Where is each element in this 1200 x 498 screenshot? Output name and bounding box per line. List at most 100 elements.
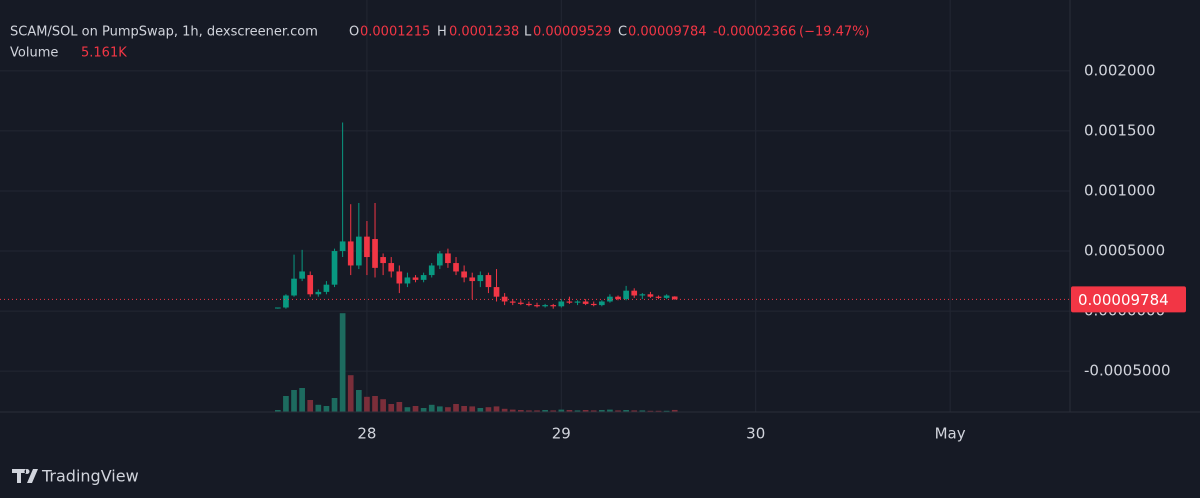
volume-bar xyxy=(477,408,484,412)
volume-bar xyxy=(526,410,532,412)
legend: SCAM/SOL on PumpSwap, 1h, dexscreener.co… xyxy=(10,25,870,61)
volume-bar xyxy=(623,410,629,412)
volume-bar xyxy=(420,408,427,412)
volume-bar xyxy=(274,410,281,412)
volume-bar xyxy=(542,410,548,412)
candle-body xyxy=(347,241,354,266)
candle-body xyxy=(283,295,289,308)
volume-bar xyxy=(509,409,516,412)
candle-body xyxy=(517,302,524,304)
volume-pane xyxy=(274,313,678,412)
candle-body xyxy=(615,296,621,300)
candle-body xyxy=(339,241,346,252)
candle-body xyxy=(388,263,395,272)
candle-body xyxy=(623,290,629,300)
volume-bar xyxy=(412,406,419,412)
volume-bar xyxy=(436,406,443,412)
volume-bar xyxy=(550,410,557,412)
x-tick-label: 29 xyxy=(552,425,571,443)
close-value: 0.00009784 xyxy=(628,25,707,40)
volume-bar xyxy=(331,398,338,412)
volume-bar xyxy=(380,399,386,412)
last-price-label: 0.00009784 xyxy=(1078,291,1169,309)
x-tick-label: May xyxy=(935,425,966,443)
candle-body xyxy=(566,301,573,303)
volume-bar xyxy=(534,410,540,412)
candle-body xyxy=(469,277,476,282)
volume-bar xyxy=(315,404,322,412)
candle-body xyxy=(477,275,484,282)
volume-bar xyxy=(485,407,492,412)
candle-body xyxy=(299,271,305,279)
candle-body xyxy=(631,290,638,296)
volume-bar xyxy=(615,410,621,412)
candle-body xyxy=(542,305,548,307)
candle-body xyxy=(461,271,467,278)
open-label: O xyxy=(349,25,359,40)
y-tick-label: 0.002000 xyxy=(1084,61,1156,79)
volume-bar xyxy=(347,375,354,412)
volume-bar xyxy=(299,388,305,412)
high-value: 0.0001238 xyxy=(449,25,519,40)
volume-bar xyxy=(493,406,500,412)
candle-body xyxy=(380,257,386,264)
change-value: -0.00002366 xyxy=(713,25,796,40)
candle-body xyxy=(331,251,338,285)
volume-bar xyxy=(453,404,459,412)
candle-body xyxy=(485,275,492,288)
candle-body xyxy=(315,291,322,295)
volume-bar xyxy=(558,409,565,412)
y-tick-label: -0.0005000 xyxy=(1084,362,1171,380)
volume-bar xyxy=(582,410,589,412)
volume-bar xyxy=(372,396,378,412)
candle-body xyxy=(404,277,411,284)
candle-body xyxy=(412,277,419,280)
volume-bar xyxy=(396,402,403,412)
candle-body xyxy=(445,253,451,264)
candle-body xyxy=(534,305,540,307)
volume-bar xyxy=(639,410,646,412)
candle-body xyxy=(574,301,581,303)
candle-body xyxy=(436,253,443,266)
candles xyxy=(274,122,678,309)
candle-body xyxy=(663,295,670,298)
candle-body xyxy=(291,278,297,296)
candle-body xyxy=(590,303,597,306)
y-tick-label: 0.0005000 xyxy=(1084,242,1165,260)
branding[interactable]: TradingView xyxy=(12,467,139,486)
volume-bar xyxy=(428,404,435,412)
volume-bar xyxy=(671,409,678,412)
candle-body xyxy=(396,271,403,284)
x-tick-label: 28 xyxy=(357,425,376,443)
change-percent: (−19.47%) xyxy=(799,25,870,40)
volume-bar xyxy=(598,410,605,412)
open-value: 0.0001215 xyxy=(360,25,430,40)
candle-body xyxy=(582,301,589,304)
volume-bar xyxy=(566,410,573,412)
candle-body xyxy=(550,305,557,307)
candle-body xyxy=(558,301,565,307)
volume-bar xyxy=(404,407,411,412)
volume-bar xyxy=(461,406,467,412)
candle-body xyxy=(323,284,330,292)
volume-bar xyxy=(291,390,297,412)
y-tick-label: 0.001000 xyxy=(1084,181,1156,199)
volume-bar xyxy=(307,400,314,412)
brand-name: TradingView xyxy=(41,467,139,486)
volume-label: Volume xyxy=(10,46,58,61)
close-label: C xyxy=(618,25,627,40)
volume-bar xyxy=(607,409,613,412)
candle-body xyxy=(607,296,613,302)
candle-body xyxy=(428,265,435,276)
candle-body xyxy=(420,275,427,280)
candle-body xyxy=(355,236,362,266)
volume-bar xyxy=(631,410,638,412)
y-tick-label: 0.001500 xyxy=(1084,121,1156,139)
candle-body xyxy=(639,294,646,296)
volume-bar xyxy=(647,410,654,412)
volume-bar xyxy=(364,396,370,412)
volume-bar xyxy=(590,410,597,412)
